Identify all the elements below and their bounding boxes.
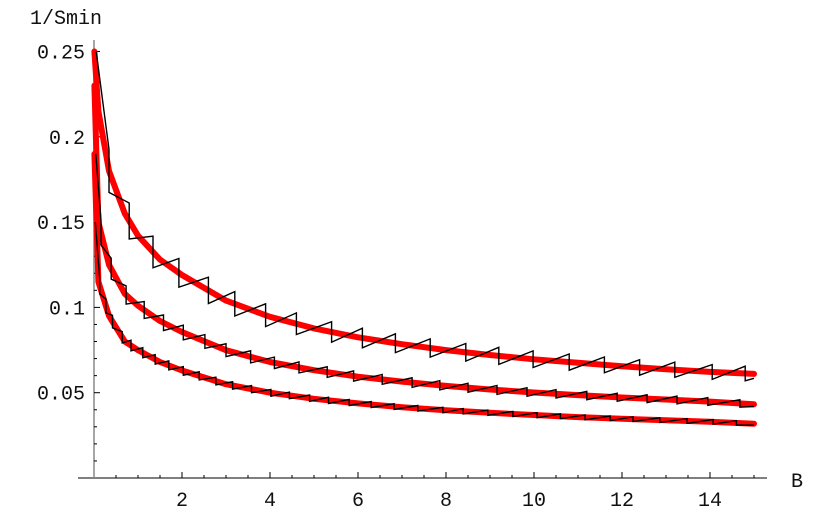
y-tick-label: 0.25 [37,43,85,66]
ticks: 2 4 6 8 10 12 14 0.05 0.1 0.15 0.2 0.25 [37,43,755,513]
sawtooth-curves [94,51,755,426]
x-tick-label: 12 [610,490,634,513]
axes [78,40,767,479]
y-tick-label: 0.2 [49,128,85,151]
sawtooth-curve-3 [94,222,754,426]
y-axis-label: 1/Smin [30,8,102,31]
x-tick-label: 10 [522,490,546,513]
x-tick-label: 4 [264,490,276,513]
y-tick-label: 0.1 [49,298,85,321]
smooth-curve-2 [91,82,757,408]
x-tick-label: 6 [352,490,364,513]
x-tick-label: 2 [176,490,188,513]
x-tick-label: 14 [698,490,722,513]
sawtooth-curve-1 [95,51,755,382]
y-tick-label: 0.15 [37,213,85,236]
x-tick-label: 8 [440,490,452,513]
smooth-curve-3 [91,150,757,427]
smooth-curve-1 [91,48,757,377]
sawtooth-curve-2 [95,153,755,408]
x-axis-label: B [791,471,803,494]
smooth-curves [91,48,757,427]
y-tick-label: 0.05 [37,384,85,407]
